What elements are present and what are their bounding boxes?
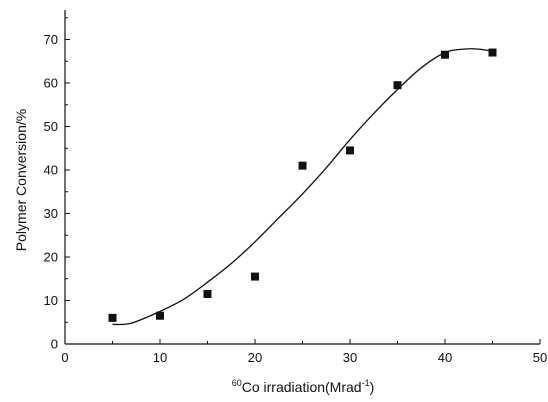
data-point xyxy=(393,81,402,90)
x-axis-title-unit-superscript: -1 xyxy=(362,378,370,388)
axes xyxy=(64,10,540,345)
x-tick-label: 50 xyxy=(533,350,547,365)
data-point xyxy=(156,311,164,320)
data-point xyxy=(251,272,259,281)
data-point xyxy=(346,146,354,155)
x-tick-label: 30 xyxy=(343,350,357,365)
y-tick-label: 20 xyxy=(44,250,58,265)
data-point xyxy=(203,289,212,298)
x-axis-title: 60Co irradiation(Mrad-1) xyxy=(232,378,375,395)
data-point xyxy=(488,48,497,57)
fit-curve xyxy=(112,48,493,326)
y-tick-label: 70 xyxy=(44,32,58,47)
data-point xyxy=(441,50,449,59)
y-tick-label: 10 xyxy=(44,293,58,308)
data-point xyxy=(108,313,117,322)
data-point xyxy=(298,161,307,170)
x-axis-title-main: Co irradiation(Mrad xyxy=(242,379,362,395)
x-tick-label: 0 xyxy=(61,350,68,365)
x-tick-label: 40 xyxy=(438,350,452,365)
y-tick-label: 40 xyxy=(44,163,58,178)
x-tick-label: 20 xyxy=(248,350,262,365)
y-tick-label: 30 xyxy=(44,206,58,221)
x-axis-title-superscript: 60 xyxy=(232,378,242,388)
y-axis-ticks: 0 10 20 30 40 50 60 70 xyxy=(44,17,70,352)
y-tick-label: 0 xyxy=(51,337,58,352)
x-tick-label: 10 xyxy=(153,350,167,365)
y-tick-label: 50 xyxy=(44,119,58,134)
y-tick-label: 60 xyxy=(44,76,58,91)
y-axis-title: Polymer Conversion/% xyxy=(13,109,29,251)
x-axis-title-close: ) xyxy=(370,379,375,395)
x-axis-ticks: 0 10 20 30 40 50 xyxy=(61,339,547,365)
data-points xyxy=(108,48,497,322)
